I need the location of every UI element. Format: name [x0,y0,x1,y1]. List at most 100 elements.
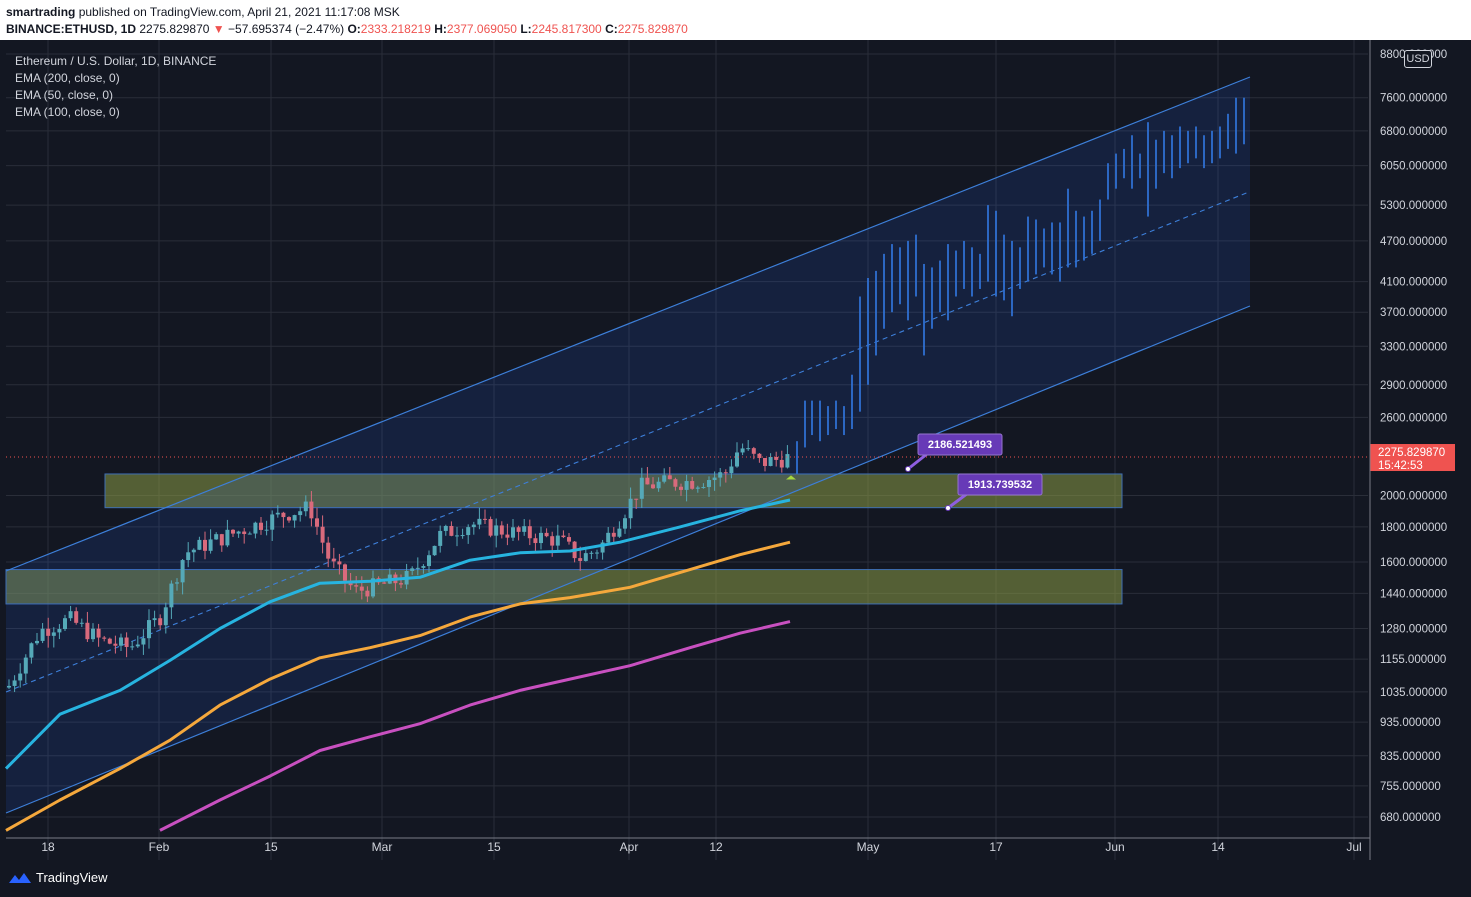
candle-body [768,456,773,466]
price-tick-label: 2000.000000 [1380,491,1447,503]
high-label: H: [434,22,447,36]
candle-body [505,534,510,538]
candle-body [735,452,739,467]
brand-logo[interactable]: TradingView [8,870,108,885]
price-tick-label: 935.000000 [1380,717,1441,729]
candle-body [634,498,639,500]
candle-body [40,628,45,641]
price-tick-label: 1600.000000 [1380,557,1447,569]
candle-body [91,628,95,640]
candle-body [298,511,303,516]
candle-body [763,458,767,466]
time-tick-label: Apr [620,840,639,854]
chart-legend: Ethereum / U.S. Dollar, 1D, BINANCE EMA … [15,53,216,121]
regression-channel [5,76,1251,814]
time-tick-label: 15 [264,840,278,854]
price-tick-label: 2900.000000 [1380,380,1447,392]
candle-body [555,535,560,546]
callout-price-label: 1913.739532 [968,479,1032,491]
callout-price-label: 2186.521493 [928,439,992,451]
price-tick-label: 7600.000000 [1380,93,1447,105]
candle-body [421,566,426,568]
time-tick-label: Jul [1346,840,1361,854]
time-tick-label: 17 [989,840,1003,854]
candle-body [371,578,375,597]
candle-body [471,524,476,528]
candle-body [29,643,34,658]
candle-body [191,549,196,553]
candle-body [124,637,129,647]
candle-body [135,644,140,647]
candle-body [214,534,219,540]
candle-body [365,590,370,597]
candle-body [701,487,706,489]
brand-name: TradingView [36,870,108,885]
candle-body [785,454,790,468]
candle-body [527,526,532,539]
candle-body [544,532,549,537]
price-tick-label: 755.000000 [1380,781,1441,793]
candle-body [477,518,482,525]
candle-body [723,472,728,474]
candle-body [567,537,571,542]
currency-badge[interactable]: USD [1404,50,1432,68]
candle-body [23,657,28,674]
legend-ema100[interactable]: EMA (100, close, 0) [15,105,120,119]
candle-body [449,525,454,536]
candle-body [287,517,291,521]
ema200-line [159,620,791,832]
candle-body [583,553,588,561]
candle-body [667,475,672,480]
candle-body [359,586,364,591]
open-value: 2333.218219 [360,22,431,36]
candle-body [270,514,275,530]
candle-body [757,453,762,459]
candle-body [315,518,319,527]
candle-body [175,582,179,584]
candle-body [354,585,359,587]
candle-body [679,486,683,490]
candle-body [533,538,538,544]
candle-body [443,525,448,531]
candle-body [7,685,11,688]
symbol-label: BINANCE:ETHUSD, 1D [6,22,137,36]
candle-body [690,481,695,489]
close-value: 2275.829870 [617,22,688,36]
last-price: 2275.829870 [139,22,210,36]
candle-body [779,459,784,468]
candle-body [399,583,403,585]
candle-body [712,477,717,481]
close-label: C: [605,22,618,36]
channel-mid-line [5,190,1251,693]
candle-body [499,525,504,535]
candle-body [231,529,235,534]
time-tick-label: Mar [372,840,393,854]
candle-body [410,568,415,571]
tradingview-logo-icon [9,872,31,883]
price-tick-label: 6800.000000 [1380,126,1447,138]
callout-box [917,433,1003,456]
signal-triangle-icon [786,475,796,480]
candle-body [645,477,650,485]
publish-header: smartrading published on TradingView.com… [0,0,1471,40]
channel-fill [6,77,1250,813]
price-change: −57.695374 (−2.47%) [228,22,345,36]
price-tick-label: 1035.000000 [1380,687,1447,699]
legend-ema50[interactable]: EMA (50, close, 0) [15,88,114,102]
candle-body [57,629,62,633]
candle-body [281,512,286,518]
author-name[interactable]: smartrading [6,5,76,19]
chart-grid [6,40,1368,860]
channel-upper-line [5,76,1251,572]
candle-body [320,526,325,543]
candle-body [746,448,751,450]
ema50-line [4,498,791,770]
candle-body [662,475,667,482]
candle-body [606,532,611,543]
candle-body [46,628,51,636]
legend-ema200[interactable]: EMA (200, close, 0) [15,71,120,85]
candle-body [415,567,420,569]
candle-body [673,479,678,487]
